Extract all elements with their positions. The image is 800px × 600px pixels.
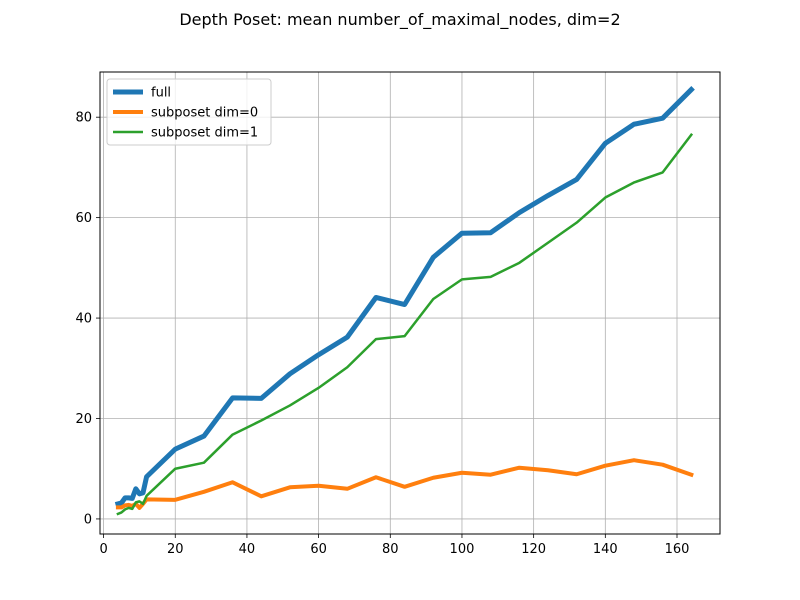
x-tick-label: 40	[239, 542, 256, 557]
x-tick-label: 0	[99, 542, 107, 557]
legend-label: subposet dim=1	[151, 126, 258, 141]
y-tick-label: 20	[75, 412, 92, 427]
series-line-full	[114, 86, 695, 507]
y-tick-label: 0	[84, 512, 92, 527]
x-tick-label: 80	[382, 542, 399, 557]
y-axis: 0 20 40 60 80	[75, 111, 100, 527]
y-tick-label: 60	[75, 211, 92, 226]
series-line-subposet-dim-1	[116, 133, 694, 516]
x-tick-label: 100	[450, 542, 475, 557]
legend-label: full	[151, 86, 171, 101]
plot-frame	[99, 71, 721, 535]
legend: full subposet dim=0 subposet dim=1	[106, 78, 272, 146]
x-tick-label: 160	[665, 542, 690, 557]
x-tick-label: 140	[593, 542, 618, 557]
legend-label: subposet dim=0	[151, 106, 258, 121]
x-tick-label: 120	[521, 542, 546, 557]
x-axis: 0 20 40 60 80 100 120 140 160	[99, 534, 689, 557]
x-tick-label: 20	[167, 542, 184, 557]
y-tick-label: 80	[75, 111, 92, 126]
x-tick-label: 60	[310, 542, 327, 557]
chart-title: Depth Poset: mean number_of_maximal_node…	[179, 10, 620, 30]
series-group	[114, 86, 695, 516]
legend-box	[106, 78, 272, 146]
y-tick-label: 40	[75, 312, 92, 327]
